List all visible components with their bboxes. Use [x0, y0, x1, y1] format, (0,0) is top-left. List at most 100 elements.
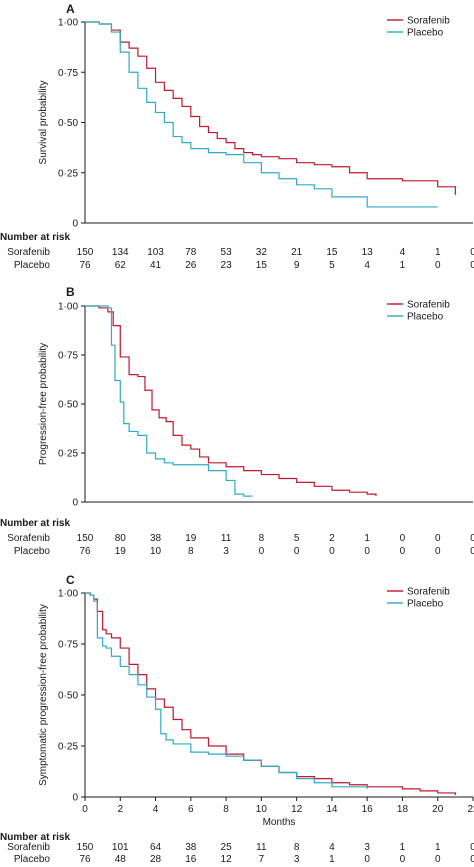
risk-count: 0 [400, 854, 406, 865]
risk-count: 101 [112, 842, 129, 853]
risk-count: 103 [147, 247, 164, 258]
y-axis-label: Progression-free probability [38, 343, 49, 465]
y-tick-label: 0·25 [58, 449, 78, 460]
risk-count: 150 [77, 842, 94, 853]
legend-label-sorafenib: Sorafenib [407, 16, 450, 27]
risk-count: 0 [470, 260, 474, 271]
risk-count: 5 [294, 533, 300, 544]
risk-count: 19 [185, 533, 197, 544]
risk-table-title: Number at risk [0, 518, 70, 529]
risk-count: 0 [470, 546, 474, 557]
x-axis-label: Months [263, 817, 296, 828]
risk-count: 0 [329, 546, 335, 557]
risk-count: 64 [150, 842, 162, 853]
risk-count: 26 [185, 260, 197, 271]
risk-count: 80 [115, 533, 127, 544]
risk-count: 19 [115, 546, 127, 557]
risk-count: 1 [400, 842, 406, 853]
risk-count: 3 [223, 546, 229, 557]
risk-count: 4 [329, 842, 335, 853]
risk-count: 0 [470, 533, 474, 544]
x-tick-label: 18 [397, 804, 409, 815]
y-tick-label: 0·50 [58, 691, 78, 702]
risk-row-label-sorafenib: Sorafenib [7, 533, 50, 544]
risk-count: 4 [364, 260, 370, 271]
legend-label-sorafenib: Sorafenib [407, 587, 450, 598]
panel-a: A 0 0·25 0·50 0·75 1·00 Survival probability So… [0, 2, 474, 271]
risk-count: 0 [470, 247, 474, 258]
risk-count: 0 [435, 260, 441, 271]
risk-row-label-placebo: Placebo [14, 854, 51, 865]
legend-label-placebo: Placebo [407, 599, 444, 610]
risk-count: 11 [221, 533, 232, 544]
risk-count: 2 [329, 533, 335, 544]
legend-label-placebo: Placebo [407, 28, 444, 39]
risk-count: 150 [77, 247, 94, 258]
risk-count: 0 [435, 546, 441, 557]
risk-count: 1 [435, 842, 441, 853]
risk-count: 76 [79, 546, 91, 557]
risk-count: 3 [364, 842, 370, 853]
x-tick-label: 12 [291, 804, 303, 815]
risk-count: 76 [79, 854, 91, 865]
y-axis-label: Survival probability [38, 81, 49, 165]
y-axis-label: Symptomatic progression-free probability [38, 604, 49, 786]
risk-count: 28 [150, 854, 162, 865]
risk-count: 0 [435, 854, 441, 865]
x-tick-label: 16 [362, 804, 374, 815]
x-tick-label: 22 [467, 804, 474, 815]
risk-count: 7 [259, 854, 265, 865]
risk-count: 0 [435, 533, 441, 544]
risk-row-label-placebo: Placebo [14, 260, 51, 271]
y-tick-label: 0·25 [58, 168, 78, 179]
risk-count: 1 [329, 854, 335, 865]
risk-count: 15 [256, 260, 268, 271]
panel-letter: A [66, 2, 75, 16]
y-tick-label: 0·75 [58, 640, 78, 651]
series-sorafenib-curve [85, 21, 456, 195]
risk-row-label-placebo: Placebo [14, 546, 51, 557]
panel-c: C 0 0·25 0·50 0·75 1·00 Symptomatic progressio… [0, 573, 474, 865]
risk-count: 4 [400, 247, 406, 258]
risk-count: 8 [188, 546, 194, 557]
y-tick-label: 0 [72, 793, 78, 804]
x-tick-label: 0 [82, 804, 88, 815]
series-placebo-curve [85, 21, 438, 208]
risk-count: 0 [400, 546, 406, 557]
risk-count: 0 [259, 546, 265, 557]
x-tick-label: 2 [117, 804, 123, 815]
y-tick-label: 0·75 [58, 68, 78, 79]
x-tick-label: 14 [326, 804, 338, 815]
panel-letter: B [66, 285, 75, 299]
risk-count: 38 [185, 842, 197, 853]
risk-count: 13 [362, 247, 374, 258]
series-sorafenib-curve [85, 592, 456, 795]
risk-count: 134 [112, 247, 129, 258]
risk-count: 15 [326, 247, 338, 258]
risk-table-title: Number at risk [0, 232, 70, 243]
risk-count: 0 [294, 546, 300, 557]
risk-count: 0 [400, 533, 406, 544]
y-tick-label: 0 [72, 219, 78, 230]
risk-table-title: Number at risk [0, 832, 70, 843]
x-tick-label: 4 [153, 804, 159, 815]
risk-count: 62 [115, 260, 127, 271]
risk-count: 38 [150, 533, 162, 544]
risk-count: 76 [79, 260, 91, 271]
risk-count: 8 [294, 842, 300, 853]
risk-count: 23 [221, 260, 233, 271]
y-tick-label: 0·75 [58, 351, 78, 362]
risk-count: 25 [221, 842, 233, 853]
risk-count: 1 [364, 533, 370, 544]
risk-row-label-sorafenib: Sorafenib [7, 842, 50, 853]
risk-count: 16 [185, 854, 197, 865]
risk-count: 48 [115, 854, 127, 865]
y-tick-label: 0·25 [58, 742, 78, 753]
risk-count: 10 [150, 546, 162, 557]
x-tick-label: 20 [432, 804, 444, 815]
risk-count: 8 [259, 533, 265, 544]
risk-count: 32 [256, 247, 268, 258]
y-tick-label: 1·00 [58, 18, 78, 29]
legend-label-sorafenib: Sorafenib [407, 300, 450, 311]
risk-count: 3 [294, 854, 300, 865]
